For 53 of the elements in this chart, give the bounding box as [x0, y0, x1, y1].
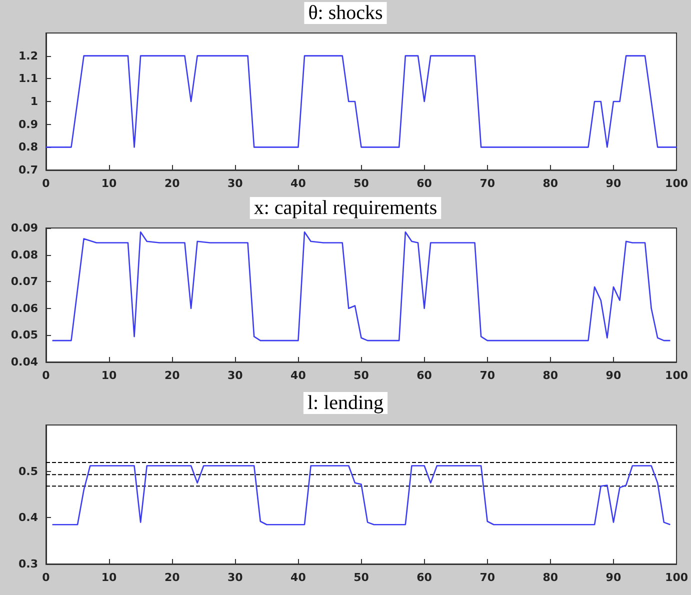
x-tick-label: 0	[42, 177, 50, 190]
x-tick-label: 90	[606, 369, 622, 382]
x-tick-label: 50	[354, 369, 370, 382]
chart-title: x: capital requirements	[254, 197, 438, 219]
y-tick-label: 0.04	[10, 356, 38, 368]
x-tick-label: 10	[101, 177, 118, 190]
x-tick-label: 60	[416, 177, 432, 190]
y-tick-label: 0.06	[10, 302, 38, 315]
x-tick-label: 40	[290, 177, 306, 190]
y-tick-label: 0.5	[18, 464, 38, 478]
chart-title: θ: shocks	[308, 2, 383, 24]
y-tick-label: 0.07	[10, 275, 38, 288]
x-tick-label: 70	[480, 177, 496, 190]
x-tick-label: 30	[228, 177, 244, 190]
y-tick-label: 1.1	[18, 72, 38, 86]
x-tick-label: 0	[42, 369, 50, 382]
x-tick-label: 60	[416, 369, 432, 382]
y-tick-label: 1.2	[18, 49, 38, 62]
x-tick-label: 0	[42, 571, 50, 584]
line-series	[52, 465, 671, 526]
x-tick-label: 90	[606, 571, 622, 584]
x-tick-label: 30	[228, 571, 244, 584]
y-tick-label: 0.9	[18, 118, 38, 131]
x-tick-label: 10	[101, 571, 118, 584]
x-tick-label: 20	[164, 369, 180, 382]
x-tick-label: 50	[354, 571, 370, 584]
y-tick-label: 1	[30, 95, 38, 108]
y-tick-label: 0.7	[18, 164, 38, 176]
x-tick-label: 70	[480, 571, 496, 584]
x-tick-label: 100	[665, 369, 688, 382]
x-tick-label: 80	[542, 369, 558, 382]
x-tick-label: 10	[101, 369, 118, 382]
line-series	[52, 231, 671, 342]
chart-title: l: lending	[307, 392, 384, 414]
y-tick-label: 0.4	[18, 511, 38, 524]
x-tick-label: 50	[354, 177, 370, 190]
x-tick-label: 40	[290, 369, 306, 382]
x-tick-label: 70	[480, 369, 496, 382]
y-tick-label: 0.08	[10, 248, 38, 262]
x-tick-label: 90	[606, 177, 622, 190]
y-tick-label: 0.3	[18, 558, 38, 570]
y-tick-label: 0.8	[18, 140, 38, 154]
x-tick-label: 20	[164, 571, 180, 584]
x-tick-label: 80	[542, 177, 558, 190]
y-tick-label: 0.09	[10, 222, 38, 234]
x-tick-label: 100	[665, 177, 688, 190]
x-tick-label: 30	[228, 369, 244, 382]
x-tick-label: 60	[416, 571, 432, 584]
x-tick-label: 20	[164, 177, 180, 190]
y-tick-label: 0.05	[10, 328, 38, 342]
x-tick-label: 40	[290, 571, 306, 584]
x-tick-label: 100	[665, 571, 688, 584]
x-tick-label: 80	[542, 571, 558, 584]
